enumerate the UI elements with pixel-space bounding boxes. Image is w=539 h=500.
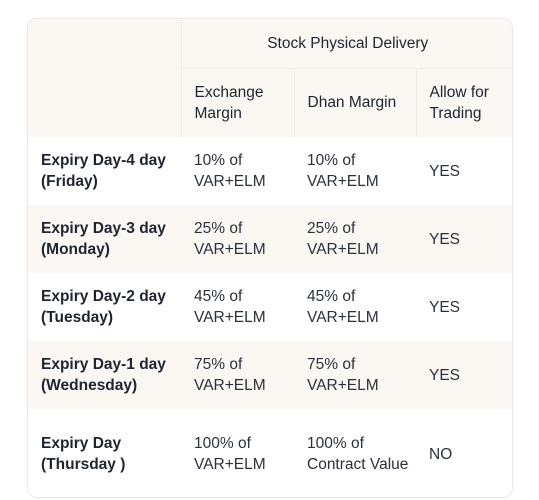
column-header-exchange-margin: Exchange Margin (180, 68, 294, 137)
margin-table-card: Stock Physical Delivery Exchange Margin … (27, 18, 513, 498)
row-label: Expiry Day-1 day (Wednesday) (28, 341, 181, 409)
exchange-margin-cell: 45% of VAR+ELM (194, 288, 266, 326)
dhan-margin-cell: 10% of VAR+ELM (307, 152, 379, 190)
allow-for-trading-cell: YES (429, 298, 461, 316)
allow-for-trading-cell: YES (416, 341, 512, 409)
allow-for-trading-cell: NO (429, 445, 453, 463)
dhan-margin-cell: 45% of VAR+ELM (307, 288, 379, 326)
row-label: Expiry Day-2 day (Tuesday) (41, 288, 166, 326)
exchange-margin-cell: 10% of VAR+ELM (194, 152, 266, 190)
table-row: Expiry Day-2 day (Tuesday) 45% of VAR+EL… (28, 273, 512, 341)
row-label: Expiry Day-3 day (Monday) (28, 205, 181, 273)
table-corner-cell (28, 19, 181, 68)
column-header-dhan-margin: Dhan Margin (293, 68, 416, 137)
exchange-margin-cell: 75% of VAR+ELM (181, 341, 294, 409)
allow-for-trading-cell: YES (429, 162, 461, 180)
table-corner-cell-lower (28, 68, 181, 137)
row-label: Expiry Day-4 day (Friday) (41, 152, 166, 190)
table-row: Expiry Day-4 day (Friday) 10% of VAR+ELM… (28, 137, 512, 205)
dhan-margin-cell: 25% of VAR+ELM (294, 205, 416, 273)
column-header-allow-for-trading: Allow for Trading (415, 68, 512, 137)
dhan-margin-cell: 75% of VAR+ELM (294, 341, 416, 409)
margin-table: Stock Physical Delivery Exchange Margin … (28, 19, 512, 497)
group-header-stock-physical-delivery: Stock Physical Delivery (180, 19, 512, 69)
row-label: Expiry Day (Thursday ) (41, 435, 126, 473)
exchange-margin-cell: 100% of VAR+ELM (194, 435, 266, 473)
exchange-margin-cell: 25% of VAR+ELM (181, 205, 294, 273)
table-row: Expiry Day (Thursday ) 100% of VAR+ELM 1… (28, 409, 512, 497)
table-row: Expiry Day-1 day (Wednesday) 75% of VAR+… (28, 341, 512, 409)
dhan-margin-cell: 100% of Contract Value (307, 435, 409, 473)
allow-for-trading-cell: YES (416, 205, 512, 273)
table-row: Expiry Day-3 day (Monday) 25% of VAR+ELM… (28, 205, 512, 273)
